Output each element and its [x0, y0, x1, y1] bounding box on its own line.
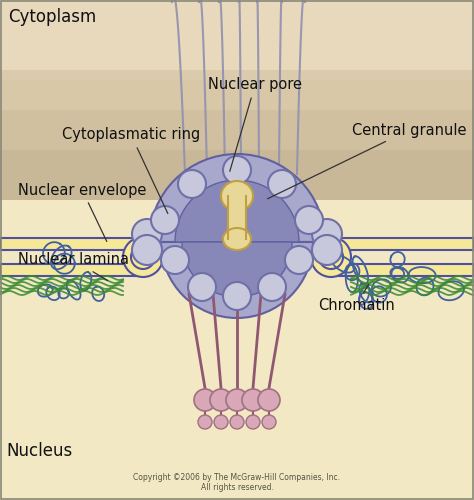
Bar: [0, 0, 474, 110]
Circle shape: [311, 237, 351, 277]
Circle shape: [285, 246, 313, 274]
Circle shape: [214, 415, 228, 429]
Bar: [228, 189, 246, 239]
Circle shape: [132, 235, 162, 265]
Circle shape: [242, 389, 264, 411]
Circle shape: [258, 273, 286, 301]
Text: Cytoplasmatic ring: Cytoplasmatic ring: [62, 128, 200, 214]
Ellipse shape: [221, 181, 253, 211]
Circle shape: [123, 237, 163, 277]
Wedge shape: [161, 242, 313, 318]
Bar: [326, 238, 474, 250]
Bar: [0, 0, 474, 200]
Ellipse shape: [223, 228, 251, 250]
Circle shape: [312, 219, 342, 249]
Text: Nuclear pore: Nuclear pore: [208, 78, 302, 172]
Circle shape: [246, 415, 260, 429]
Circle shape: [198, 415, 212, 429]
Circle shape: [262, 415, 276, 429]
Bar: [0, 200, 474, 500]
Circle shape: [194, 389, 216, 411]
Bar: [0, 264, 148, 276]
Circle shape: [161, 246, 189, 274]
Wedge shape: [175, 180, 299, 242]
Circle shape: [151, 206, 179, 234]
Text: Nuclear lamina: Nuclear lamina: [18, 252, 129, 280]
Circle shape: [319, 245, 343, 269]
Bar: [0, 264, 148, 276]
Circle shape: [326, 252, 336, 262]
Circle shape: [223, 156, 251, 184]
Text: Central granule: Central granule: [267, 122, 466, 199]
Circle shape: [188, 273, 216, 301]
Bar: [326, 238, 474, 250]
Circle shape: [223, 282, 251, 310]
Circle shape: [312, 235, 342, 265]
Bar: [0, 238, 148, 250]
Circle shape: [295, 206, 323, 234]
Bar: [0, 0, 474, 70]
Circle shape: [132, 219, 162, 249]
Bar: [0, 238, 148, 250]
Bar: [0, 0, 474, 50]
Circle shape: [258, 389, 280, 411]
Bar: [326, 264, 474, 276]
Circle shape: [210, 389, 232, 411]
Text: Copyright ©2006 by The McGraw-Hill Companies, Inc.
All rights reserved.: Copyright ©2006 by The McGraw-Hill Compa…: [134, 472, 340, 492]
Circle shape: [178, 170, 206, 198]
Circle shape: [131, 245, 155, 269]
Text: Cytoplasm: Cytoplasm: [8, 8, 96, 26]
Wedge shape: [149, 154, 325, 242]
Wedge shape: [182, 242, 292, 297]
Bar: [326, 264, 474, 276]
Circle shape: [138, 252, 148, 262]
Text: Nucleus: Nucleus: [6, 442, 72, 460]
Text: Nuclear envelope: Nuclear envelope: [18, 182, 146, 242]
Circle shape: [230, 415, 244, 429]
Circle shape: [226, 389, 248, 411]
Bar: [0, 0, 474, 150]
Text: Chromatin: Chromatin: [318, 284, 395, 312]
Circle shape: [268, 170, 296, 198]
Bar: [0, 0, 474, 80]
